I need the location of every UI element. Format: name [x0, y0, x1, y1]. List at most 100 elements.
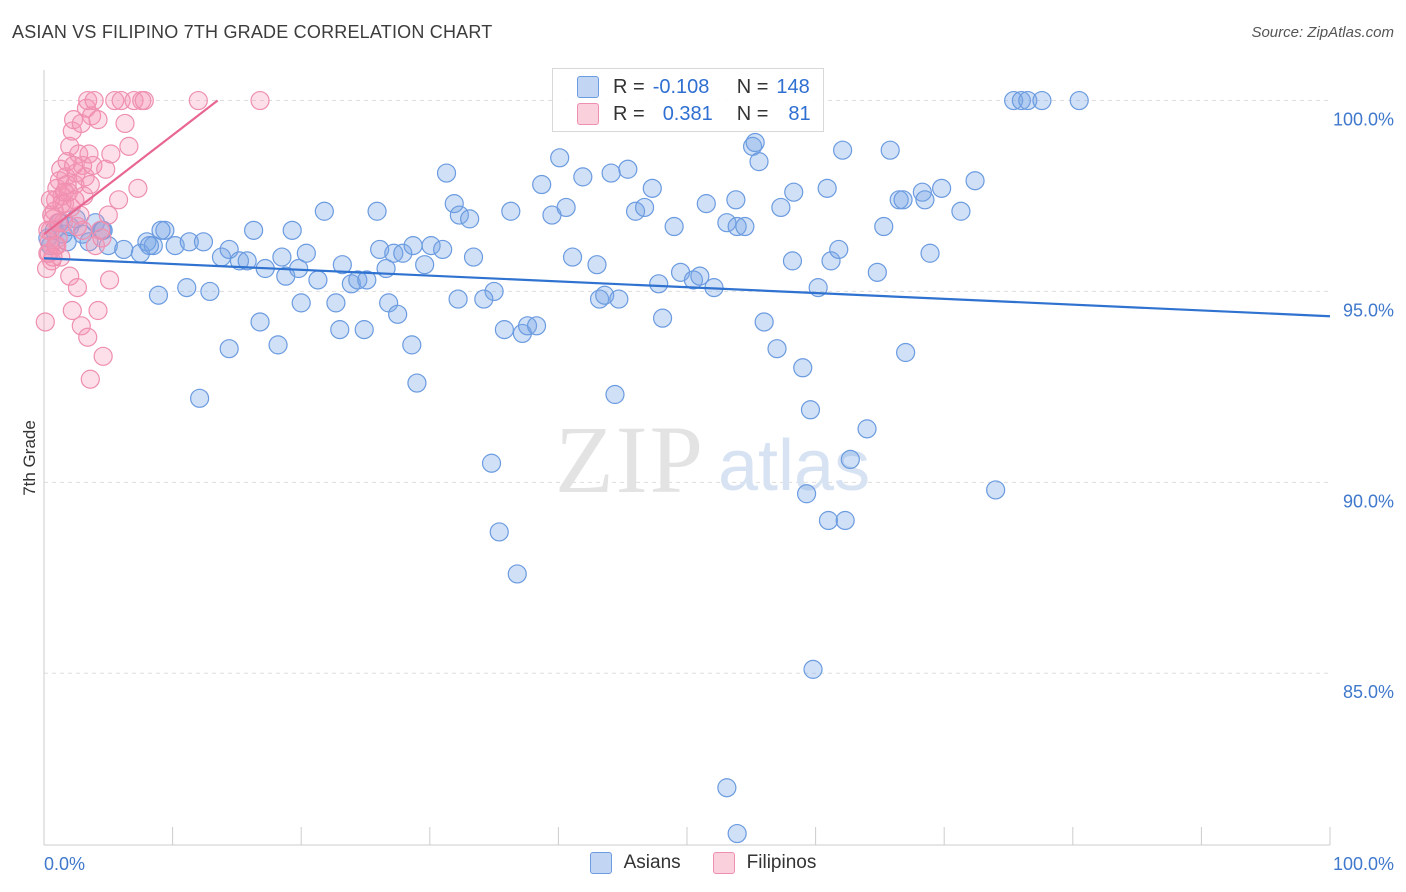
asian-point	[857, 419, 877, 439]
asian-point	[696, 194, 716, 214]
asian-point	[735, 216, 755, 237]
asian-point	[484, 281, 504, 302]
legend-item-filipinos[interactable]: Filipinos	[712, 852, 817, 874]
asian-point	[494, 320, 514, 340]
filipino-swatch	[577, 103, 599, 125]
asian-point	[501, 201, 521, 221]
asian-point	[556, 197, 576, 218]
asian-trendline	[43, 257, 1331, 318]
asian-point	[717, 213, 737, 233]
watermark-zip: ZIP	[555, 406, 705, 513]
asian-n-label: N =	[736, 75, 769, 98]
filipino-point	[108, 190, 129, 210]
filipino-point	[54, 182, 75, 202]
filipino-point	[52, 194, 72, 214]
gridlines	[44, 100, 1330, 674]
asian-point	[595, 285, 615, 305]
asians-label: Asians	[623, 852, 681, 873]
filipino-point	[48, 228, 68, 248]
asian-point	[803, 659, 823, 679]
filipino-point	[88, 300, 108, 321]
asian-point	[179, 232, 199, 252]
filipino-point	[96, 159, 116, 179]
legend-row-asian: R = -0.108 N = 148	[577, 74, 810, 100]
filipino-point	[63, 155, 84, 176]
asian-point	[589, 289, 610, 309]
asian-point	[272, 247, 292, 267]
asian-point	[550, 148, 570, 168]
asian-point	[250, 312, 270, 332]
asian-point	[190, 388, 210, 408]
asian-point	[332, 255, 352, 275]
asian-point	[800, 400, 821, 420]
asian-point	[403, 236, 423, 256]
asian-point	[829, 239, 849, 260]
asian-r-value: -0.108	[652, 75, 710, 98]
asian-point	[717, 778, 737, 798]
asian-point	[893, 190, 913, 210]
filipino-point	[92, 228, 112, 248]
trendlines	[43, 99, 1331, 318]
filipino-point	[60, 266, 80, 286]
asian-point	[1018, 90, 1038, 111]
asian-point	[634, 197, 655, 218]
filipinos-label: Filipinos	[746, 852, 817, 873]
asian-point	[268, 335, 288, 355]
asian-point	[463, 247, 484, 267]
filipino-point	[250, 90, 270, 111]
asian-point	[193, 232, 214, 252]
asian-point	[244, 220, 264, 240]
y-tick-label: 85.0%	[1343, 682, 1394, 702]
asian-point	[314, 201, 334, 221]
asian-point	[782, 251, 803, 271]
filipino-point	[79, 144, 99, 164]
asian-point	[148, 285, 169, 305]
filipino-point	[93, 346, 113, 366]
asian-point	[587, 255, 607, 275]
filipino-point	[115, 113, 135, 134]
legend-row-filipino: R = 0.381 N = 81	[577, 101, 811, 127]
asian-point	[460, 209, 480, 229]
asian-point	[642, 178, 662, 198]
asian-point	[754, 312, 774, 332]
filipino-point	[57, 174, 77, 195]
asian-point	[821, 251, 841, 271]
asian-point	[601, 163, 621, 183]
filipino-point	[53, 213, 73, 233]
asian-point	[291, 293, 311, 313]
asian-point	[402, 335, 422, 355]
asian-point	[139, 236, 160, 256]
asian-point	[618, 159, 638, 179]
asian-point	[818, 510, 839, 531]
asian-point	[489, 522, 509, 542]
asian-point	[393, 243, 413, 263]
asian-point	[1032, 90, 1052, 111]
y-axis-title: 7th Grade	[20, 420, 39, 496]
asian-point	[114, 239, 134, 260]
asian-point	[151, 220, 171, 240]
filipino-point	[72, 220, 93, 240]
asian-point	[771, 197, 791, 218]
asian-point	[835, 510, 855, 531]
asian-point	[840, 449, 860, 470]
asian-point	[526, 316, 547, 336]
asian-point	[474, 289, 494, 309]
series-legend: Asians Filipinos	[0, 852, 1406, 874]
filipino-r-value: 0.381	[662, 102, 713, 125]
filipino-point	[45, 236, 66, 256]
asian-point	[986, 480, 1006, 500]
legend-item-asians[interactable]: Asians	[589, 852, 681, 874]
filipino-point	[78, 90, 98, 111]
filipino-point	[84, 90, 104, 111]
filipino-point	[83, 155, 103, 176]
filipino-point	[105, 90, 125, 111]
asian-point	[965, 171, 985, 191]
filipino-point	[90, 220, 111, 240]
asian-point	[481, 453, 502, 473]
filipino-point	[78, 327, 98, 347]
asian-point	[817, 178, 837, 198]
asian-point	[367, 201, 387, 221]
asian-point	[920, 243, 940, 263]
asian-point	[767, 339, 787, 359]
filipino-point	[65, 190, 85, 210]
